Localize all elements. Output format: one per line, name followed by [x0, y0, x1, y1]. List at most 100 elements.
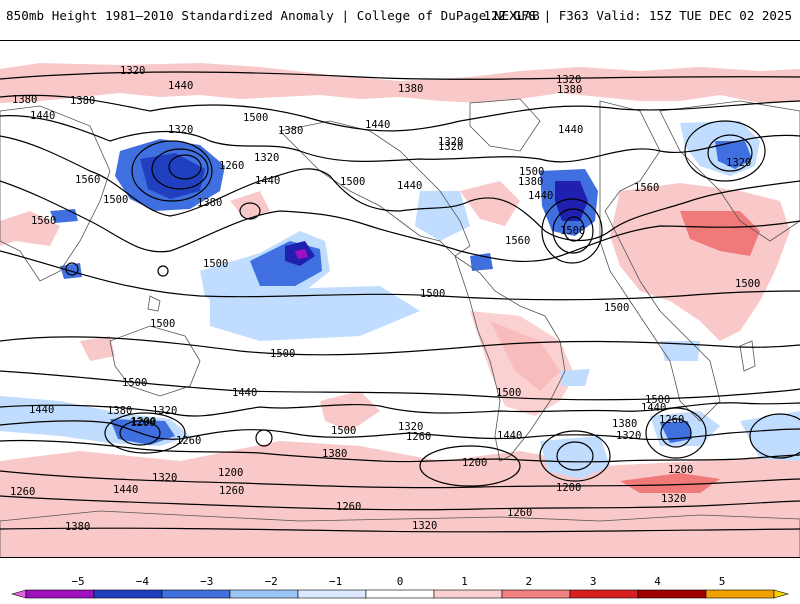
contour-label: 1500 — [203, 258, 228, 270]
contour-label: 1320 — [438, 136, 463, 148]
contour-label: 1380 — [398, 83, 423, 95]
anomaly-negative-area — [50, 209, 78, 223]
contour-label: 1320 — [168, 124, 193, 136]
contour-label: 1200 — [462, 457, 487, 469]
contour-label: 1200 — [131, 416, 156, 428]
contour-label: 1260 — [10, 486, 35, 498]
contour-label: 1320 — [438, 141, 463, 153]
colorbar-swatch — [365, 589, 435, 599]
map-panel[interactable]: 1320 1440 1380 1380 1440 1500 1320 1380 … — [0, 40, 800, 558]
contour-label: 1260 — [406, 431, 431, 443]
colorbar-swatch — [501, 589, 571, 599]
colorbar-swatch — [433, 589, 503, 599]
chart-header: 850mb Height 1981–2010 Standardized Anom… — [0, 0, 800, 30]
colorbar-swatches — [10, 589, 790, 599]
contour-label: 1500 — [496, 387, 521, 399]
contour-label: 1320 — [412, 520, 437, 532]
contour-label: 1500 — [340, 176, 365, 188]
colorbar-tick-label: 3 — [590, 575, 597, 588]
contour-label: 1500 — [331, 425, 356, 437]
contour-label: 1260 — [219, 160, 244, 172]
contour-label: 1440 — [497, 430, 522, 442]
colorbar-tick-label: 5 — [719, 575, 726, 588]
colorbar-swatch — [25, 589, 95, 599]
contour-label: 1260 — [219, 485, 244, 497]
anomaly-negative-area — [715, 141, 752, 169]
contour-label: 1500 — [604, 302, 629, 314]
anomaly-positive-area — [0, 63, 800, 103]
contour-label: 1440 — [255, 175, 280, 187]
contour-label: 1380 — [278, 125, 303, 137]
contour-label: 1380 — [65, 521, 90, 533]
contour-label: 1320 — [398, 421, 423, 433]
contour-label: 1380 — [518, 176, 543, 188]
contour-label: 1440 — [528, 190, 553, 202]
anomaly-negative-area — [415, 191, 470, 241]
anomaly-negative-area — [540, 436, 610, 479]
map-svg: 1320 1440 1380 1380 1440 1500 1320 1380 … — [0, 41, 800, 557]
contour-label: 1500 — [645, 394, 670, 406]
contour-label: 1380 — [12, 94, 37, 106]
contour-label: 1380 — [557, 84, 582, 96]
contour-label: 1440 — [113, 484, 138, 496]
contour-label: 1560 — [75, 174, 100, 186]
colorbar-swatch — [93, 589, 163, 599]
colorbar-tick-label: 1 — [461, 575, 468, 588]
contour-label: 1380 — [70, 95, 95, 107]
colorbar-tick-label: 2 — [525, 575, 532, 588]
contour-label: 1440 — [558, 124, 583, 136]
colorbar-tick-label: −3 — [200, 575, 213, 588]
colorbar-tick-label: 0 — [397, 575, 404, 588]
colorbar-tick-label: −4 — [136, 575, 150, 588]
model-run-info: 12Z GFS | F363 Valid: 15Z TUE DEC 02 202… — [483, 8, 792, 23]
anomaly-negative-area — [560, 369, 590, 386]
colorbar-swatch — [637, 589, 707, 599]
anomaly-positive-area — [620, 473, 720, 493]
contour-label: 1500 — [243, 112, 268, 124]
contour-label: 1320 — [726, 157, 751, 169]
anomaly-negative-area — [210, 286, 420, 341]
colorbar: −5 −4 −3 −2 −1 0 1 2 3 4 5 — [0, 572, 800, 600]
contour-label: 1200 — [218, 467, 243, 479]
contour-label: 1200 — [130, 417, 155, 429]
contour-label: 1500 — [270, 348, 295, 360]
colorbar-svg: −5 −4 −3 −2 −1 0 1 2 3 4 5 — [10, 575, 790, 599]
contour-labels: 1320 1440 1380 1380 1440 1500 1320 1380 … — [10, 65, 760, 533]
colorbar-swatch — [229, 589, 299, 599]
contour-label: 1320 — [152, 472, 177, 484]
anomaly-positive-area — [0, 211, 60, 246]
contour-label: 1380 — [197, 197, 222, 209]
colorbar-swatch — [705, 589, 775, 599]
contour-label: 1260 — [336, 501, 361, 513]
contour-label: 1260 — [659, 414, 684, 426]
contour-label: 1440 — [232, 387, 257, 399]
colorbar-tick-label: 4 — [654, 575, 661, 588]
colorbar-arrow-low — [10, 589, 27, 599]
contour-label: 1500 — [122, 377, 147, 389]
colorbar-arrow-high — [773, 589, 790, 599]
colorbar-swatch — [297, 589, 367, 599]
colorbar-swatch — [161, 589, 231, 599]
contour-label: 1320 — [616, 430, 641, 442]
colorbar-swatch — [569, 589, 639, 599]
contour-label: 1500 — [519, 166, 544, 178]
colorbar-tick-label: −2 — [265, 575, 278, 588]
contour-label: 1320 — [254, 152, 279, 164]
contour-label: 1560 — [31, 215, 56, 227]
contour-label: 1320 — [661, 493, 686, 505]
colorbar-tick-label: −1 — [329, 575, 342, 588]
contour-label: 1200 — [668, 464, 693, 476]
contour-label: 1260 — [176, 435, 201, 447]
contour-label: 1500 — [103, 194, 128, 206]
contour-label: 1560 — [634, 182, 659, 194]
contour-label: 1440 — [641, 402, 666, 414]
contour-label: 1380 — [322, 448, 347, 460]
anomaly-negative-area — [555, 181, 588, 221]
contour-label: 1320 — [152, 405, 177, 417]
anomaly-positive-area — [460, 181, 520, 226]
contour-label: 1380 — [107, 405, 132, 417]
contour-label: 1560 — [505, 235, 530, 247]
anomaly-negative-area — [295, 249, 308, 259]
chart-title: 850mb Height 1981–2010 Standardized Anom… — [6, 8, 540, 23]
coastlines — [0, 98, 800, 557]
